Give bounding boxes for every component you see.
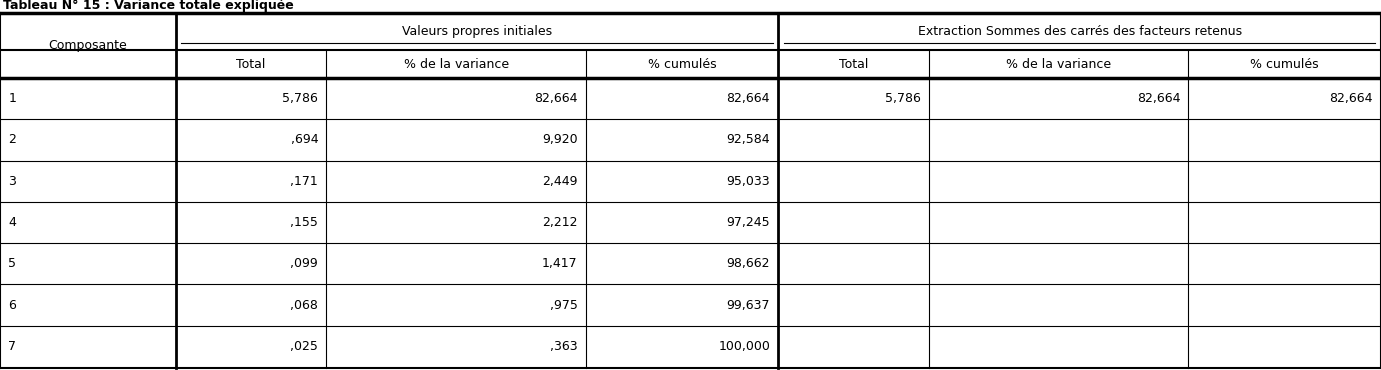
Text: 6: 6 bbox=[8, 299, 17, 312]
Text: 9,920: 9,920 bbox=[541, 134, 577, 147]
Text: ,975: ,975 bbox=[550, 299, 577, 312]
Text: ,694: ,694 bbox=[290, 134, 318, 147]
Text: ,363: ,363 bbox=[550, 340, 577, 353]
Text: 100,000: 100,000 bbox=[718, 340, 771, 353]
Text: 1,417: 1,417 bbox=[541, 257, 577, 270]
Text: 82,664: 82,664 bbox=[534, 92, 577, 105]
Text: 82,664: 82,664 bbox=[1137, 92, 1181, 105]
Text: 82,664: 82,664 bbox=[726, 92, 771, 105]
Text: 4: 4 bbox=[8, 216, 17, 229]
Text: 98,662: 98,662 bbox=[726, 257, 771, 270]
Text: 5,786: 5,786 bbox=[282, 92, 318, 105]
Text: ,155: ,155 bbox=[290, 216, 318, 229]
Text: Total: Total bbox=[236, 57, 265, 71]
Text: 2,212: 2,212 bbox=[543, 216, 577, 229]
Text: ,025: ,025 bbox=[290, 340, 318, 353]
Text: 7: 7 bbox=[8, 340, 17, 353]
Text: 3: 3 bbox=[8, 175, 17, 188]
Text: 82,664: 82,664 bbox=[1330, 92, 1373, 105]
Text: 92,584: 92,584 bbox=[726, 134, 771, 147]
Text: ,171: ,171 bbox=[290, 175, 318, 188]
Text: Composante: Composante bbox=[48, 39, 127, 52]
Text: Extraction Sommes des carrés des facteurs retenus: Extraction Sommes des carrés des facteur… bbox=[917, 25, 1242, 38]
Text: Total: Total bbox=[840, 57, 869, 71]
Text: ,099: ,099 bbox=[290, 257, 318, 270]
Text: ,068: ,068 bbox=[290, 299, 318, 312]
Text: 99,637: 99,637 bbox=[726, 299, 771, 312]
Text: 95,033: 95,033 bbox=[726, 175, 771, 188]
Text: 2,449: 2,449 bbox=[543, 175, 577, 188]
Text: 97,245: 97,245 bbox=[726, 216, 771, 229]
Text: % cumulés: % cumulés bbox=[648, 57, 717, 71]
Text: Valeurs propres initiales: Valeurs propres initiales bbox=[402, 25, 552, 38]
Text: % cumulés: % cumulés bbox=[1250, 57, 1319, 71]
Text: 5: 5 bbox=[8, 257, 17, 270]
Text: 2: 2 bbox=[8, 134, 17, 147]
Text: Tableau N° 15 : Variance totale expliquée: Tableau N° 15 : Variance totale expliqué… bbox=[3, 0, 294, 13]
Text: 1: 1 bbox=[8, 92, 17, 105]
Text: % de la variance: % de la variance bbox=[1007, 57, 1112, 71]
Text: 5,786: 5,786 bbox=[885, 92, 921, 105]
Text: % de la variance: % de la variance bbox=[403, 57, 508, 71]
